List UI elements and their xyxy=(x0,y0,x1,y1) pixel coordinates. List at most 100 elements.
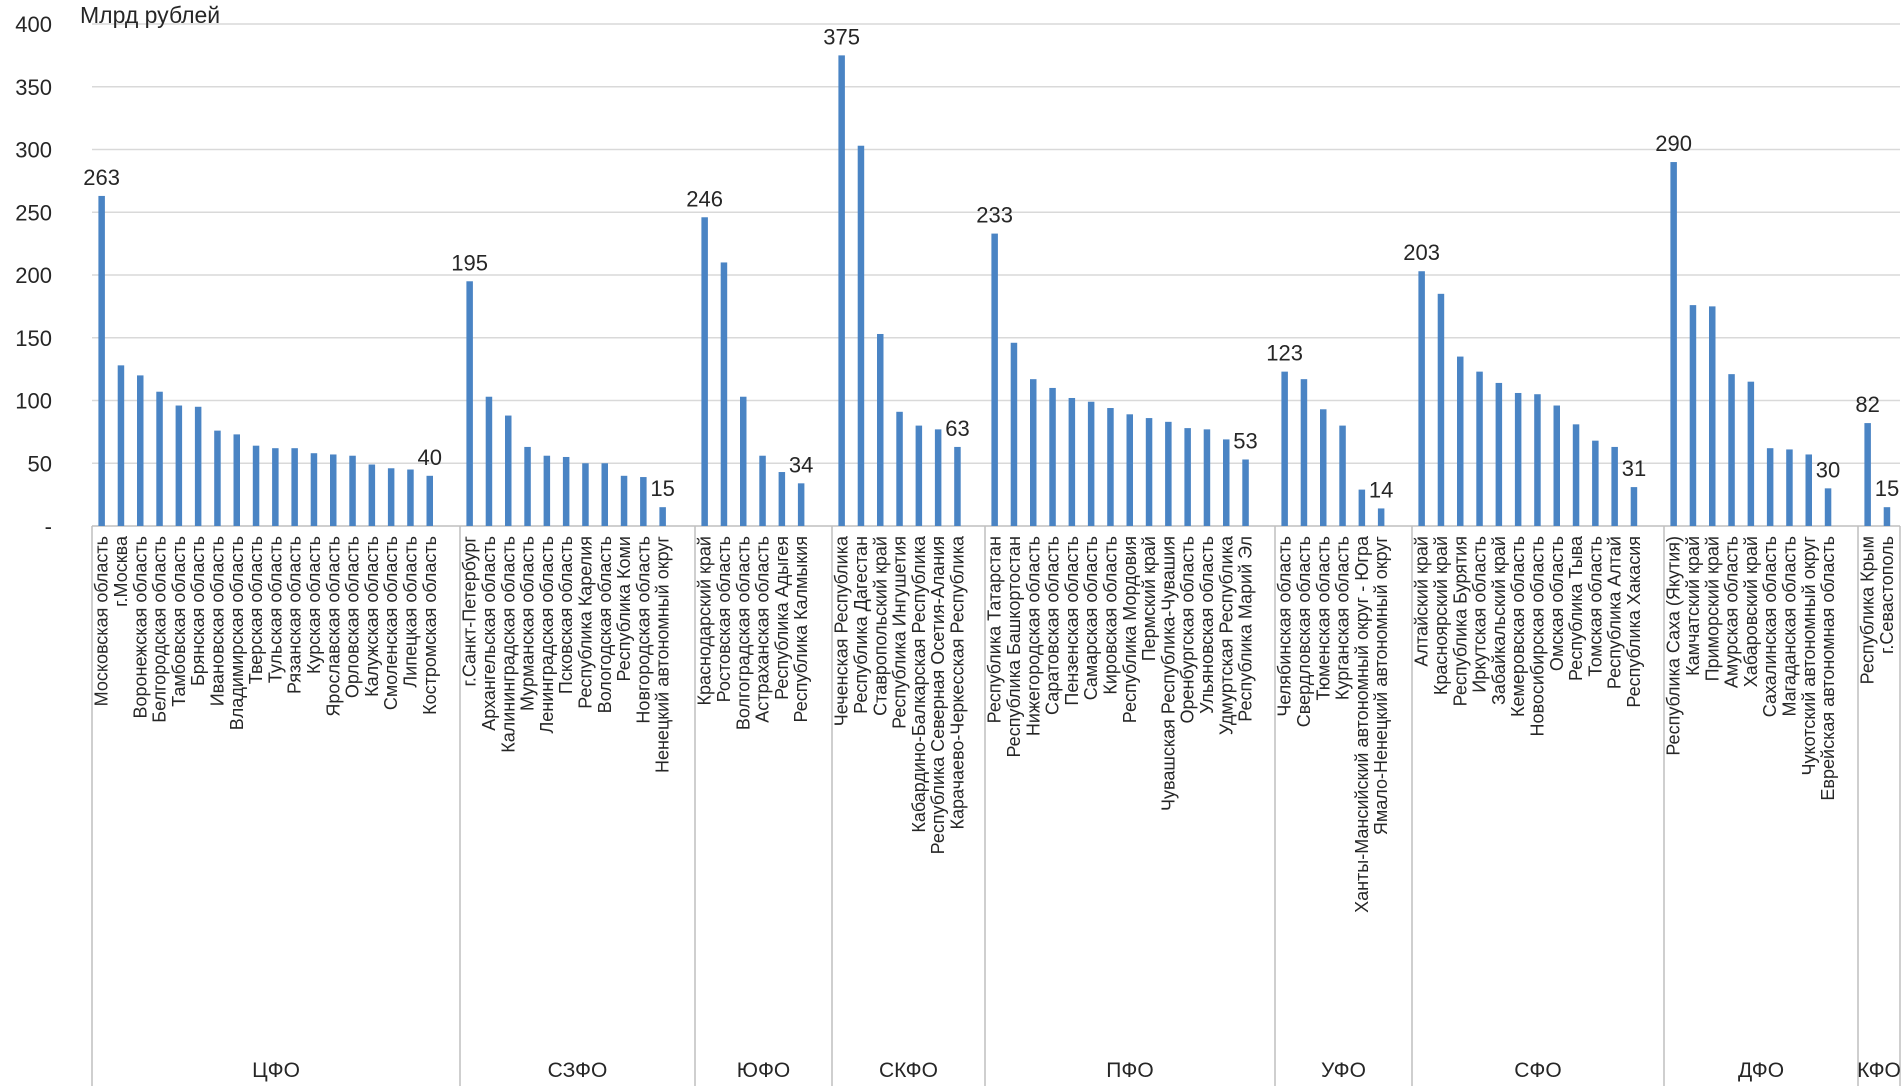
bar xyxy=(759,455,766,526)
x-tick-label: Республика Калмыкия xyxy=(791,536,811,723)
x-tick-label: Ульяновская область xyxy=(1197,536,1217,714)
x-tick-label: Краснодарский край xyxy=(695,536,715,706)
bar xyxy=(1766,448,1774,526)
y-tick-label: 400 xyxy=(15,12,52,37)
bar xyxy=(582,463,589,526)
x-tick-label: Республика Башкортостан xyxy=(1004,536,1024,758)
bar xyxy=(330,454,337,526)
data-label: 53 xyxy=(1233,428,1257,453)
x-tick-label: Астраханская область xyxy=(753,536,773,723)
x-tick-label: Челябинская область xyxy=(1275,536,1295,717)
x-tick-label: Оренбургская область xyxy=(1178,536,1198,724)
x-tick-label: Новгородская область xyxy=(633,536,653,724)
group-label: СЗФО xyxy=(548,1059,608,1082)
x-tick-label: Рязанская область xyxy=(285,536,305,694)
bar xyxy=(252,445,260,526)
x-tick-label: Курская область xyxy=(304,536,324,674)
x-tick-label: Республика Дагестан xyxy=(851,536,871,714)
bar xyxy=(701,217,708,526)
bar xyxy=(543,455,551,526)
bar xyxy=(524,446,531,526)
bar xyxy=(1203,429,1211,526)
bar xyxy=(1281,371,1288,526)
bar xyxy=(1068,397,1076,526)
bar xyxy=(1457,356,1464,526)
bar xyxy=(1165,421,1172,526)
x-tick-label: Вологодская область xyxy=(595,536,615,713)
bar xyxy=(485,396,493,526)
bar xyxy=(1534,394,1541,526)
bar xyxy=(740,396,747,526)
x-tick-label: Алтайский край xyxy=(1412,536,1432,667)
x-tick-label: Тюменская область xyxy=(1313,536,1333,701)
x-tick-label: Республика Северная Осетия-Алания xyxy=(928,536,948,854)
x-tick-label: Республика Коми xyxy=(614,536,634,681)
x-tick-label: Сахалинская область xyxy=(1760,536,1780,717)
bar xyxy=(1709,306,1716,526)
x-tick-label: Саратовская область xyxy=(1043,536,1063,715)
x-tick-label: Ханты-Мансийский автономный округ - Югра xyxy=(1352,535,1372,913)
x-tick-label: Ямало-Ненецкий автономный округ xyxy=(1371,536,1391,836)
y-tick-label: 50 xyxy=(28,451,52,476)
bar xyxy=(117,365,125,526)
bar xyxy=(214,430,221,526)
bar xyxy=(1437,293,1445,526)
bar xyxy=(1476,371,1483,526)
x-tick-label: Республика Бурятия xyxy=(1450,536,1470,706)
x-tick-label: Чеченская Республика xyxy=(832,535,852,726)
data-label: 34 xyxy=(789,452,813,477)
group-label: УФО xyxy=(1321,1059,1366,1082)
bar xyxy=(272,448,279,526)
x-tick-label: Республика Алтай xyxy=(1605,536,1625,689)
bar xyxy=(233,434,240,526)
x-tick-label: Магаданская область xyxy=(1779,536,1799,717)
x-tick-label: Пензенская область xyxy=(1062,536,1082,706)
bar xyxy=(1300,379,1308,526)
bar xyxy=(857,145,865,527)
x-tick-label: Орловская область xyxy=(343,536,363,698)
bar xyxy=(310,453,318,526)
x-tick-label: Карачаево-Черкесская Республика xyxy=(947,535,967,830)
bar xyxy=(1087,401,1095,526)
x-tick-label: Республика Саха (Якутия) xyxy=(1664,536,1684,756)
x-tick-label: Забайкальский край xyxy=(1489,536,1509,705)
x-tick-label: Архангельская область xyxy=(479,536,499,731)
x-tick-label: Республика Карелия xyxy=(575,536,595,709)
data-label: 203 xyxy=(1403,240,1440,265)
data-label: 14 xyxy=(1369,477,1393,502)
y-tick-label: 150 xyxy=(15,326,52,351)
x-tick-label: Красноярский край xyxy=(1431,536,1451,695)
x-tick-label: Амурская область xyxy=(1722,536,1742,688)
data-label: 82 xyxy=(1855,392,1879,417)
x-tick-label: Ростовская область xyxy=(714,536,734,702)
bar xyxy=(1689,305,1697,526)
bar xyxy=(1495,382,1503,526)
x-tick-label: Владимирская область xyxy=(227,536,247,730)
bar xyxy=(640,477,647,526)
data-label: 63 xyxy=(945,416,969,441)
bar xyxy=(1242,459,1249,526)
x-tick-label: Калининградская область xyxy=(498,536,518,753)
x-tick-label: Республика Хакасия xyxy=(1624,536,1644,708)
bar xyxy=(1320,409,1327,526)
bar xyxy=(1145,418,1153,526)
bar xyxy=(934,429,942,526)
bar xyxy=(1630,487,1638,526)
bar xyxy=(1514,392,1522,526)
x-tick-label: Псковская область xyxy=(556,536,576,694)
x-tick-label: Республика Адыгея xyxy=(772,536,792,700)
bar xyxy=(1010,342,1018,526)
x-tick-label: Костромская область xyxy=(420,536,440,715)
bar xyxy=(194,406,202,526)
x-tick-label: г.Москва xyxy=(111,535,131,607)
bar xyxy=(1728,374,1735,526)
x-tick-label: Камчатский край xyxy=(1683,536,1703,676)
x-tick-label: Тверская область xyxy=(246,536,266,684)
group-label: ЦФО xyxy=(252,1059,300,1082)
bar xyxy=(505,415,512,526)
group-label: КФО xyxy=(1857,1059,1901,1082)
x-tick-label: Калужская область xyxy=(362,536,382,697)
x-tick-label: Иркутская область xyxy=(1470,536,1490,693)
bar xyxy=(1670,162,1677,527)
data-label: 15 xyxy=(1875,476,1899,501)
